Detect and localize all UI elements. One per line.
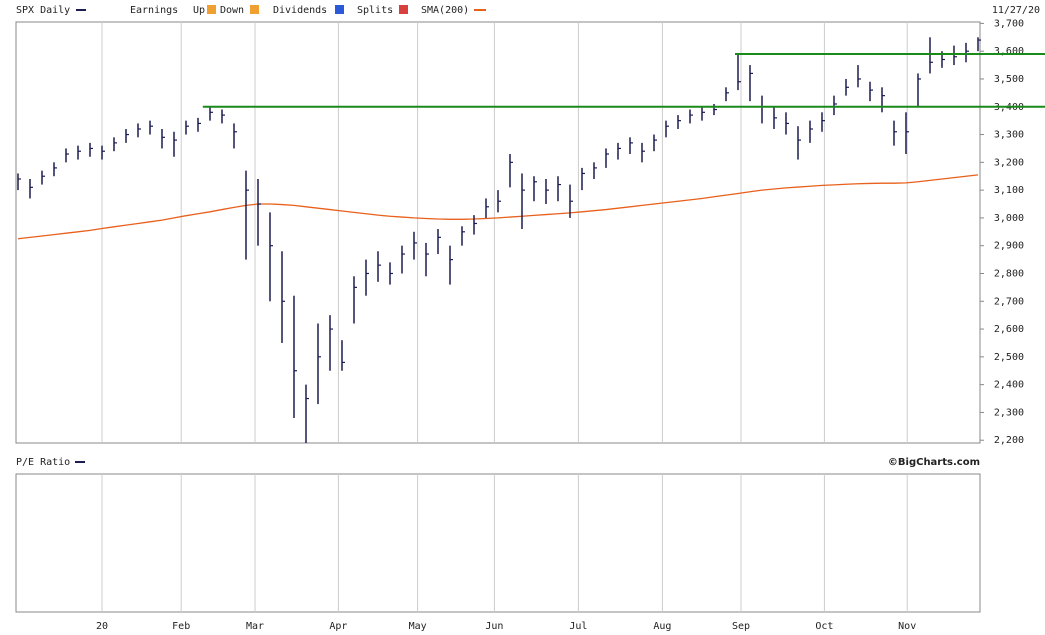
x-tick-label: Mar — [246, 621, 264, 632]
y-tick-label: 3,200 — [994, 157, 1024, 168]
y-tick-label: 3,600 — [994, 46, 1024, 57]
legend-label: Earnings — [130, 5, 178, 16]
y-tick-label: 2,800 — [994, 268, 1024, 279]
x-tick-label: May — [409, 621, 427, 632]
sma-line — [17, 174, 979, 240]
x-tick-label: Nov — [898, 621, 916, 632]
y-tick-label: 2,300 — [994, 407, 1024, 418]
y-tick-label: 2,400 — [994, 380, 1024, 391]
legend-label: Dividends — [273, 5, 327, 16]
legend-label: Down — [220, 5, 244, 16]
x-tick-label: Jul — [569, 621, 587, 632]
y-tick-label: 2,900 — [994, 241, 1024, 252]
legend-icon — [250, 5, 259, 14]
x-tick-label: Sep — [732, 621, 750, 632]
y-tick-label: 2,700 — [994, 296, 1024, 307]
x-tick-label: Jun — [485, 621, 503, 632]
legend-icon — [399, 5, 408, 14]
pe-title: P/E Ratio — [16, 457, 70, 468]
legend: Earnings Up Down Dividends Splits SMA(200) — [130, 5, 486, 16]
legend-label: Up — [193, 5, 205, 16]
chart-title: SPX Daily — [16, 5, 70, 16]
pe-panel — [15, 473, 981, 613]
legend-label: SMA(200) — [421, 5, 469, 16]
legend-label: Splits — [357, 5, 393, 16]
x-tick-label: Apr — [329, 621, 347, 632]
y-tick-label: 2,200 — [994, 435, 1024, 446]
credit: ©BigCharts.com — [888, 457, 980, 468]
legend-icon — [207, 5, 216, 14]
x-tick-label: Oct — [815, 621, 833, 632]
legend-icon — [335, 5, 344, 14]
date-label: 11/27/20 — [992, 5, 1040, 16]
y-tick-label: 3,100 — [994, 185, 1024, 196]
x-tick-label: 20 — [96, 621, 108, 632]
y-tick-label: 3,300 — [994, 130, 1024, 141]
x-tick-label: Feb — [172, 621, 190, 632]
y-tick-label: 3,700 — [994, 18, 1024, 29]
y-tick-label: 2,500 — [994, 352, 1024, 363]
y-tick-label: 3,500 — [994, 74, 1024, 85]
y-tick-label: 2,600 — [994, 324, 1024, 335]
x-tick-label: Aug — [653, 621, 671, 632]
y-tick-label: 3,000 — [994, 213, 1024, 224]
price-panel — [15, 21, 981, 444]
